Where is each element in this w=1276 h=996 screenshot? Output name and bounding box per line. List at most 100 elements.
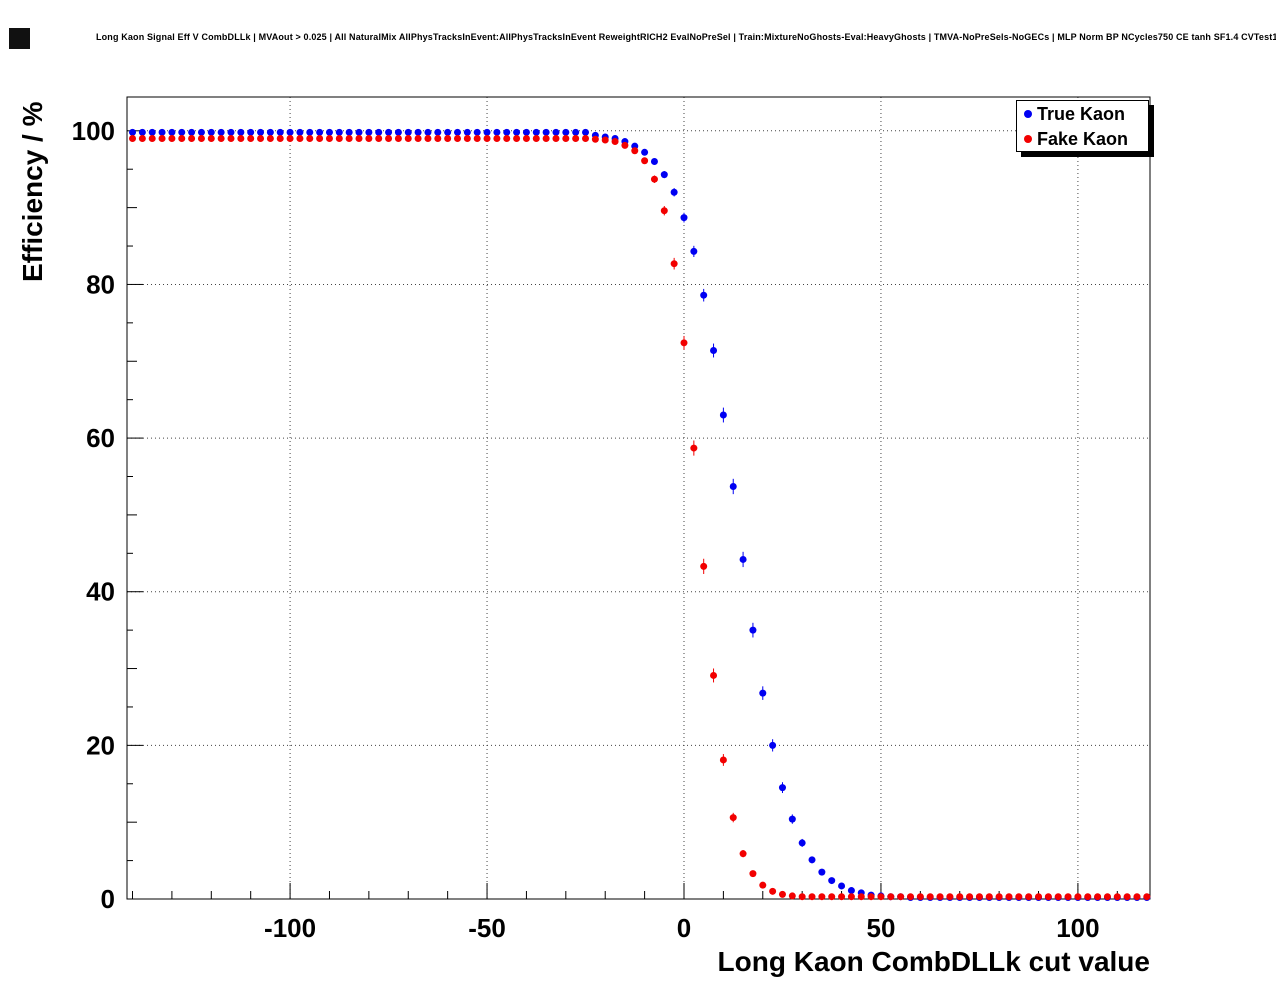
data-point	[985, 893, 993, 901]
data-point	[1113, 893, 1121, 901]
data-point	[611, 138, 619, 146]
data-point	[798, 839, 806, 847]
data-point	[621, 141, 629, 149]
data-point	[365, 128, 373, 136]
data-point	[906, 893, 914, 901]
x-tick-label: 0	[677, 913, 691, 943]
data-point	[394, 134, 402, 142]
data-point	[335, 134, 343, 142]
data-point	[444, 128, 452, 136]
x-tick-label: -100	[264, 913, 316, 943]
data-point	[237, 134, 245, 142]
legend-item-true-kaon: True Kaon	[1017, 101, 1148, 126]
data-point	[1103, 893, 1111, 901]
data-point	[582, 134, 590, 142]
data-point	[247, 128, 255, 136]
data-point	[749, 626, 757, 634]
data-point	[385, 128, 393, 136]
data-point	[759, 689, 767, 697]
data-point	[138, 134, 146, 142]
data-point	[956, 893, 964, 901]
data-point	[562, 128, 570, 136]
y-tick-label: 20	[86, 730, 115, 760]
data-point	[444, 134, 452, 142]
y-tick-label: 100	[72, 116, 115, 146]
data-point	[542, 134, 550, 142]
data-point	[631, 147, 639, 155]
data-point	[532, 134, 540, 142]
legend: True Kaon Fake Kaon	[1016, 100, 1149, 152]
data-point	[375, 128, 383, 136]
data-point	[158, 128, 166, 136]
data-point	[276, 134, 284, 142]
data-point	[838, 893, 846, 901]
data-point	[1054, 893, 1062, 901]
data-point	[670, 188, 678, 196]
data-point	[513, 134, 521, 142]
y-tick-label: 60	[86, 423, 115, 453]
data-point	[838, 882, 846, 890]
data-point	[847, 893, 855, 901]
data-point	[276, 128, 284, 136]
data-point	[582, 128, 590, 136]
data-point	[670, 260, 678, 268]
data-point	[1025, 893, 1033, 901]
data-point	[749, 870, 757, 878]
data-point	[188, 134, 196, 142]
data-point	[316, 134, 324, 142]
data-point	[887, 893, 895, 901]
data-point	[266, 134, 274, 142]
true-kaon-marker-icon	[1024, 109, 1032, 118]
data-point	[867, 893, 875, 901]
data-point	[719, 756, 727, 764]
data-point	[660, 171, 668, 179]
data-point	[936, 893, 944, 901]
data-point	[542, 128, 550, 136]
data-point	[778, 784, 786, 792]
data-point	[788, 892, 796, 900]
data-point	[453, 128, 461, 136]
data-point	[818, 893, 826, 901]
data-point	[916, 893, 924, 901]
data-point	[148, 128, 156, 136]
data-point	[503, 128, 511, 136]
data-point	[946, 893, 954, 901]
data-point	[414, 128, 422, 136]
data-point	[365, 134, 373, 142]
data-point	[325, 134, 333, 142]
data-point	[897, 893, 905, 901]
data-point	[434, 134, 442, 142]
x-tick-label: 50	[866, 913, 895, 943]
data-point	[759, 881, 767, 889]
data-point	[129, 134, 137, 142]
data-point	[690, 247, 698, 255]
data-point	[1015, 893, 1023, 901]
data-point	[572, 128, 580, 136]
data-point	[1074, 893, 1082, 901]
y-tick-label: 0	[101, 884, 115, 914]
data-point	[1064, 893, 1072, 901]
data-point	[552, 128, 560, 136]
data-point	[247, 134, 255, 142]
data-point	[739, 850, 747, 858]
data-point	[798, 893, 806, 901]
data-point	[424, 128, 432, 136]
data-point	[739, 555, 747, 563]
data-point	[1094, 893, 1102, 901]
data-point	[138, 128, 146, 136]
x-tick-label: -50	[468, 913, 506, 943]
data-point	[493, 134, 501, 142]
data-point	[641, 157, 649, 165]
legend-label-fake-kaon: Fake Kaon	[1037, 128, 1129, 149]
data-point	[975, 893, 983, 901]
data-point	[562, 134, 570, 142]
canvas-corner-marker	[9, 28, 30, 49]
data-point	[1035, 893, 1043, 901]
data-point	[966, 893, 974, 901]
data-point	[650, 175, 658, 183]
x-axis-title: Long Kaon CombDLLk cut value	[717, 946, 1150, 977]
legend-label-true-kaon: True Kaon	[1037, 103, 1126, 124]
data-point	[306, 128, 314, 136]
data-point	[1133, 893, 1141, 901]
